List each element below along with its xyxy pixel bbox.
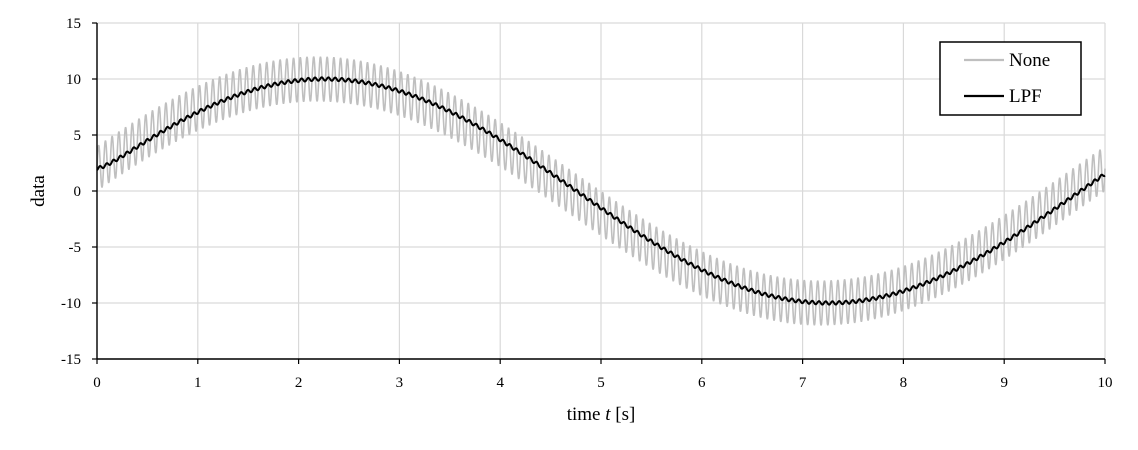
y-tick-label: 0 xyxy=(74,184,82,200)
x-tick-label: 1 xyxy=(194,375,202,391)
legend: None LPF xyxy=(939,41,1082,116)
x-tick-label: 9 xyxy=(1000,375,1008,391)
legend-label-lpf: LPF xyxy=(1009,86,1042,107)
series-layer xyxy=(96,56,1106,326)
tick-labels: 0 1 2 3 4 5 6 7 8 9 10 -15 -10 -5 0 5 10 15 xyxy=(61,16,1113,391)
x-tick-label: 10 xyxy=(1098,375,1113,391)
x-tick-label: 7 xyxy=(799,375,807,391)
x-axis-title: time t [s] xyxy=(567,404,636,425)
y-tick-label: 15 xyxy=(66,16,81,32)
x-tick-label: 5 xyxy=(597,375,605,391)
y-axis-title: data xyxy=(28,175,49,207)
x-tick-label: 8 xyxy=(900,375,908,391)
axes xyxy=(92,22,1106,364)
legend-box xyxy=(939,41,1082,116)
x-tick-label: 0 xyxy=(93,375,101,391)
y-tick-label: 5 xyxy=(74,128,82,144)
y-tick-label: 10 xyxy=(66,72,81,88)
x-tick-label: 2 xyxy=(295,375,303,391)
series-lpf-line xyxy=(96,76,1106,306)
legend-label-none: None xyxy=(1009,50,1050,71)
series-none-line xyxy=(96,56,1106,326)
x-tick-label: 4 xyxy=(496,375,504,391)
x-tick-label: 3 xyxy=(396,375,404,391)
x-tick-label: 6 xyxy=(698,375,706,391)
y-tick-label: -15 xyxy=(61,352,81,368)
y-tick-label: -5 xyxy=(69,240,82,256)
y-tick-label: -10 xyxy=(61,296,81,312)
